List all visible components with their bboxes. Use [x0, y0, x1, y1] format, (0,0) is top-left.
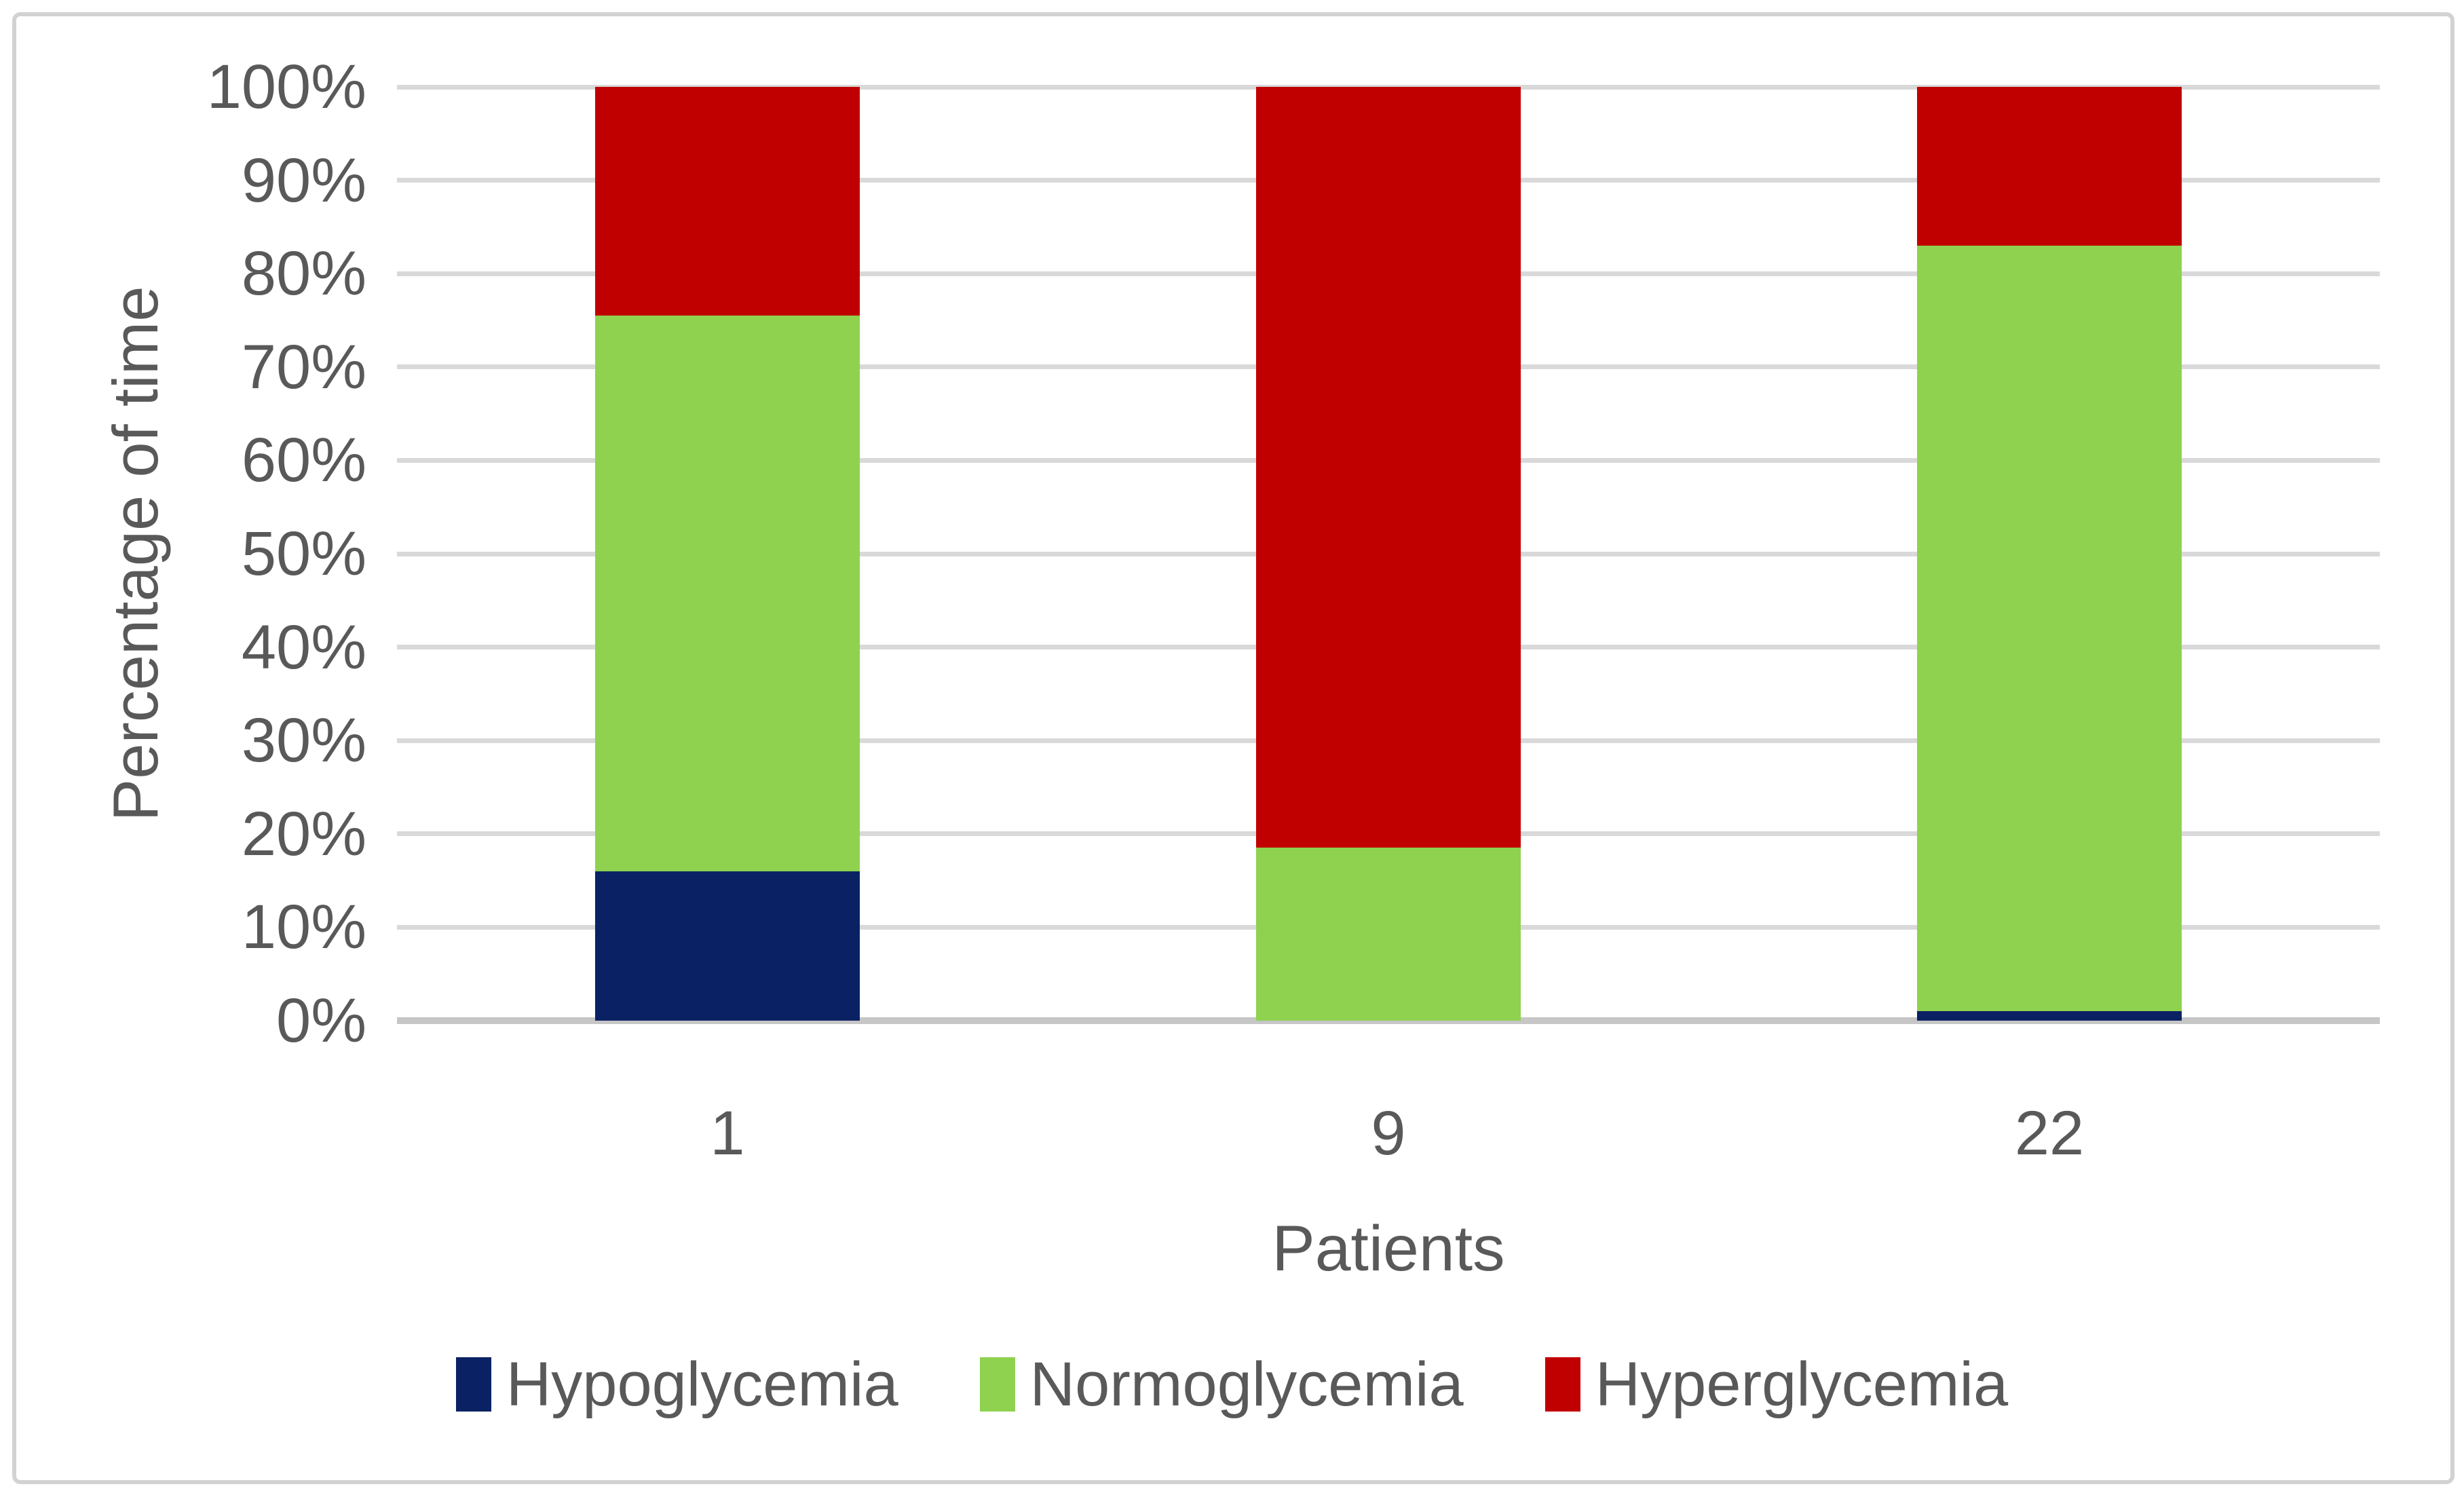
legend-item-normoglycemia: Normoglycemia	[979, 1349, 1464, 1420]
y-tick-label-90%: 90%	[241, 145, 366, 215]
legend-label-hypoglycemia: Hypoglycemia	[506, 1349, 898, 1419]
legend-label-hyperglycemia: Hyperglycemia	[1595, 1349, 2009, 1419]
bar-segment-normoglycemia-patient-9	[1256, 848, 1521, 1021]
x-axis-title: Patients	[1272, 1213, 1505, 1285]
legend-item-hyperglycemia: Hyperglycemia	[1544, 1349, 2009, 1420]
bar-patient-1	[595, 87, 860, 1021]
x-axis-line	[397, 1017, 2380, 1024]
legend-label-normoglycemia: Normoglycemia	[1029, 1349, 1464, 1419]
y-tick-label-50%: 50%	[241, 519, 366, 588]
x-tick-label-22: 22	[2014, 1099, 2085, 1168]
x-tick-label-9: 9	[1371, 1099, 1406, 1168]
bar-patient-22	[1917, 87, 2182, 1021]
legend-swatch-hyperglycemia	[1544, 1357, 1580, 1412]
chart-legend: Hypoglycemia Normoglycemia Hyperglycemia	[0, 1340, 2464, 1428]
y-tick-label-80%: 80%	[241, 239, 366, 309]
bar-patient-9	[1256, 87, 1521, 1021]
plot-area	[397, 84, 2380, 1024]
y-tick-label-10%: 10%	[241, 892, 366, 962]
legend-item-hypoglycemia: Hypoglycemia	[455, 1349, 898, 1420]
legend-swatch-hypoglycemia	[455, 1357, 491, 1412]
bar-segment-hyperglycemia-patient-9	[1256, 87, 1521, 848]
y-tick-label-70%: 70%	[241, 332, 366, 402]
y-tick-label-40%: 40%	[241, 612, 366, 682]
gridline-100%	[397, 84, 2380, 90]
y-tick-label-0%: 0%	[276, 986, 366, 1055]
x-tick-label-1: 1	[710, 1099, 745, 1168]
bar-segment-hypoglycemia-patient-1	[595, 871, 860, 1021]
bar-segment-hyperglycemia-patient-1	[595, 87, 860, 316]
bar-segment-hypoglycemia-patient-22	[1917, 1011, 2182, 1021]
y-tick-label-20%: 20%	[241, 799, 366, 869]
bar-segment-hyperglycemia-patient-22	[1917, 87, 2182, 246]
legend-swatch-normoglycemia	[979, 1357, 1015, 1412]
bar-segment-normoglycemia-patient-22	[1917, 245, 2182, 1012]
y-tick-label-100%: 100%	[206, 52, 366, 121]
bar-segment-normoglycemia-patient-1	[595, 316, 860, 871]
y-tick-label-60%: 60%	[241, 425, 366, 495]
y-tick-label-30%: 30%	[241, 706, 366, 776]
